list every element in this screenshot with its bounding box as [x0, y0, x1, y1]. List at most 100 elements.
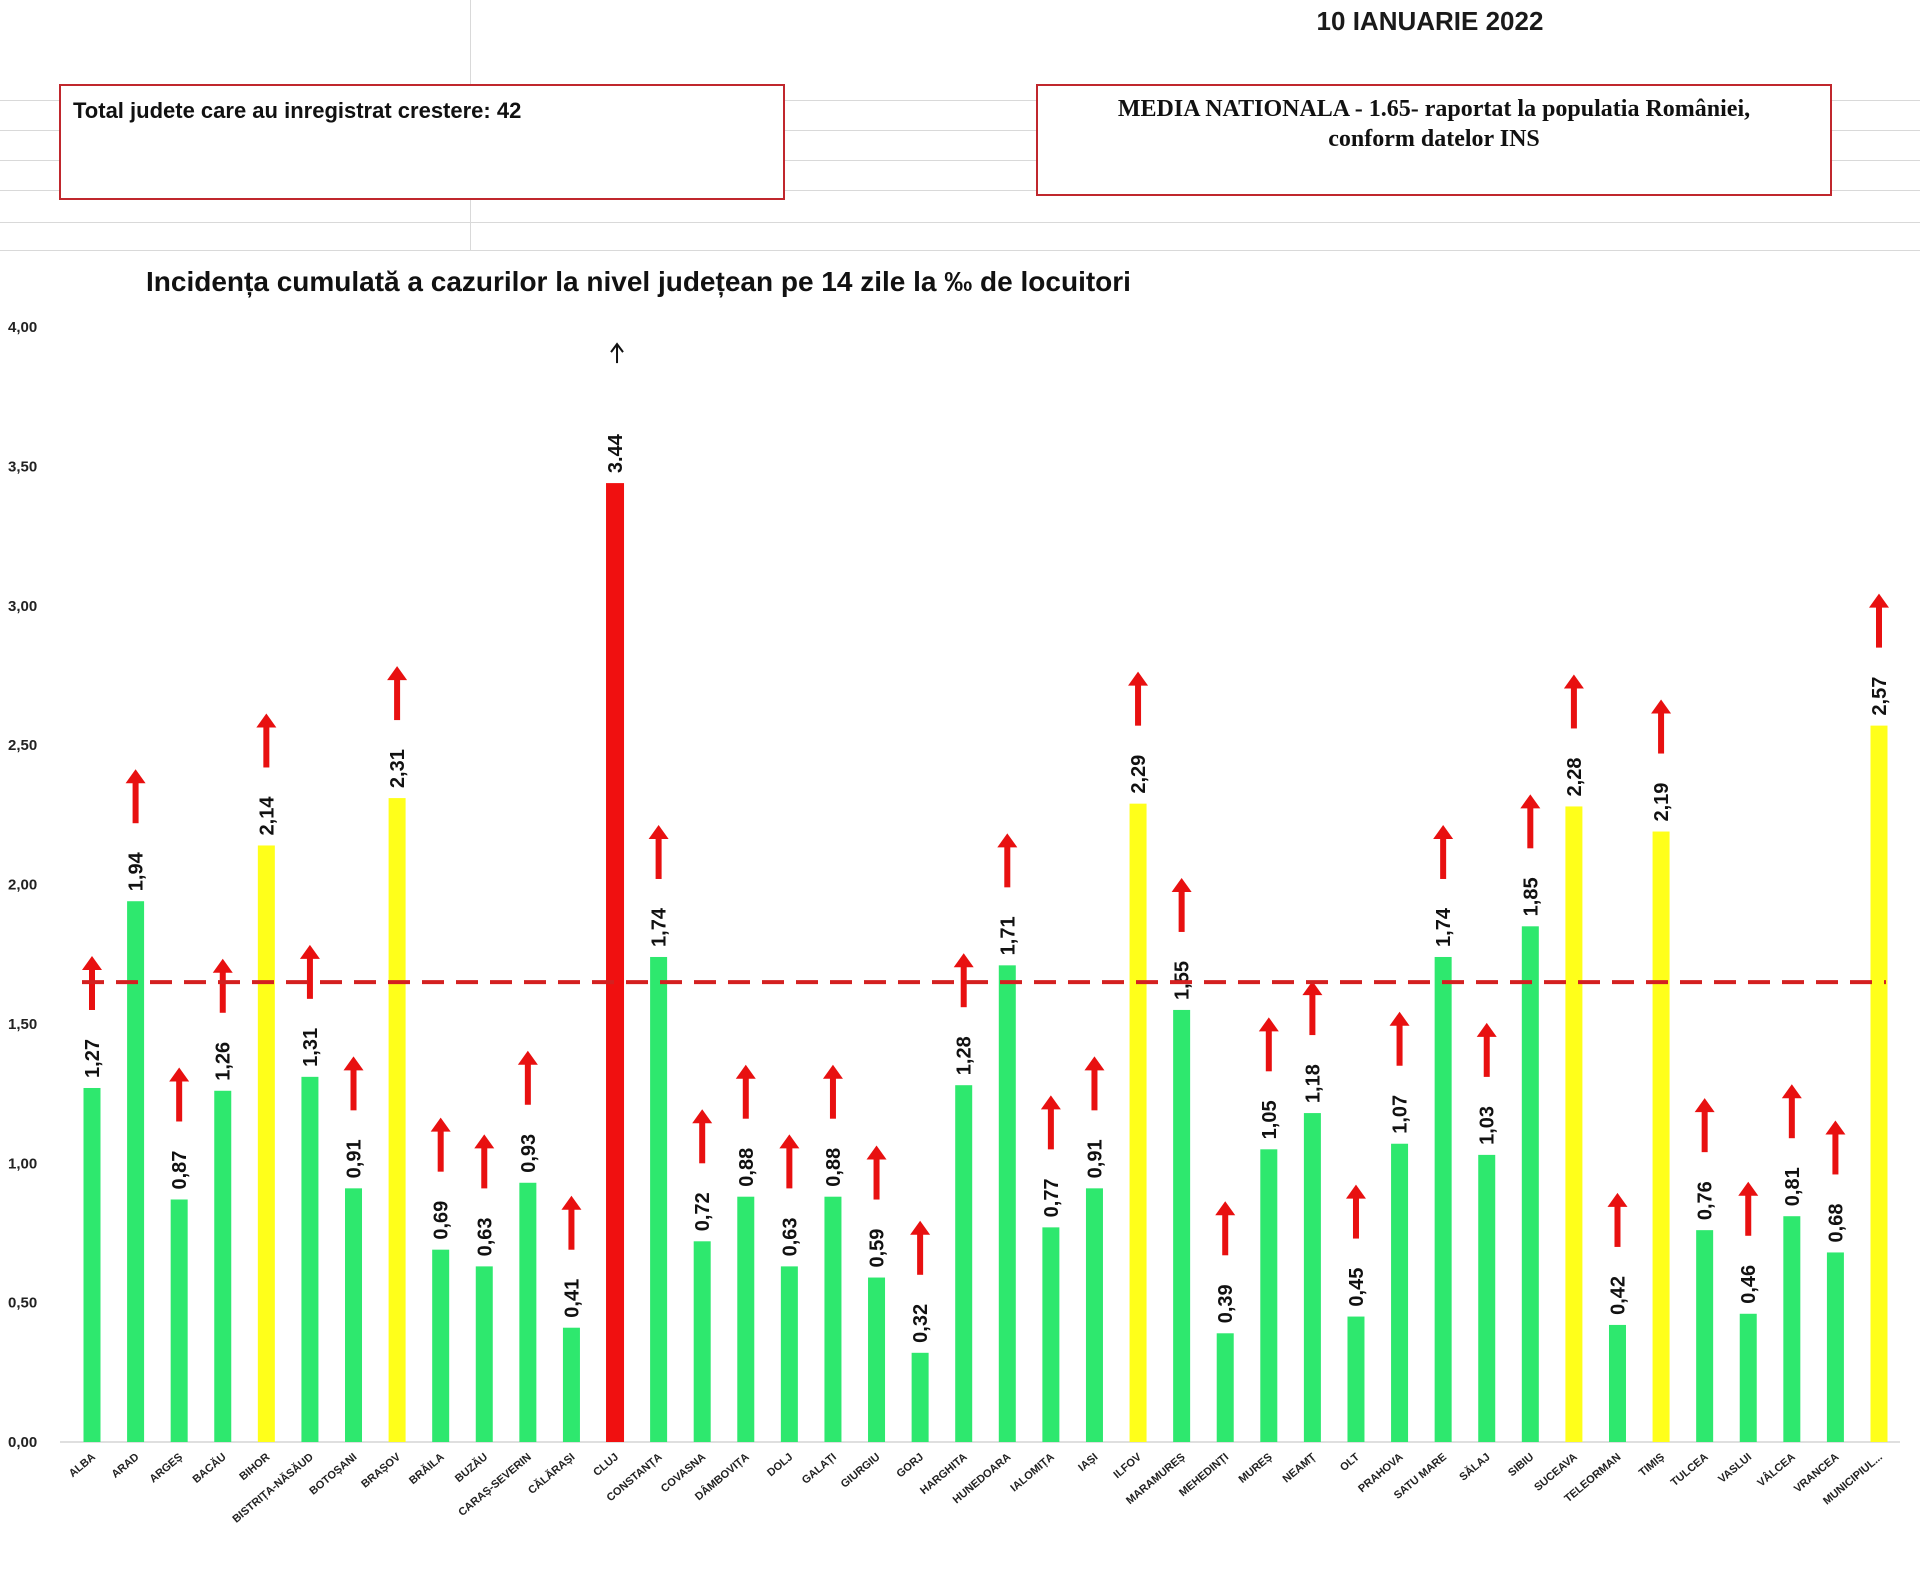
bar-gorj [911, 1352, 929, 1442]
increase-arrow [263, 725, 270, 768]
data-label: 0,68 [1825, 1204, 1847, 1243]
x-tick-label: BIHOR [237, 1451, 272, 1483]
increase-arrow [350, 1068, 357, 1111]
data-label: 0,69 [431, 1201, 453, 1240]
bar-timi- [1652, 831, 1670, 1442]
increase-arrow [1483, 1034, 1490, 1077]
national-average-line1: MEDIA NATIONALA - 1.65- raportat la popu… [1117, 96, 1751, 122]
x-tick-label: NEAMȚ [1281, 1451, 1319, 1486]
x-tick-label: VÂLCEA [1755, 1450, 1798, 1489]
increase-arrow [1701, 1110, 1708, 1153]
x-tick-label: ILFOV [1111, 1451, 1144, 1481]
bar-bistri-a-n-s-ud [301, 1076, 319, 1442]
background-gridline [0, 160, 1920, 161]
x-tick-label: BISTRIȚA-NĂSĂUD [230, 1450, 316, 1525]
data-label: 0,45 [1346, 1268, 1368, 1307]
increase-arrow [1658, 711, 1665, 754]
data-label: 1,03 [1477, 1106, 1499, 1145]
data-label: 0,81 [1782, 1167, 1804, 1206]
x-tick-label: IAȘI [1076, 1451, 1100, 1474]
increase-arrow [873, 1157, 880, 1200]
bar-covasna [693, 1241, 711, 1442]
increase-arrow-head [1128, 671, 1149, 686]
increase-arrow-head [517, 1050, 538, 1065]
increase-arrow-head [430, 1117, 451, 1132]
x-tick-label: BACĂU [190, 1450, 229, 1486]
y-tick-label: 4,00 [8, 319, 37, 336]
y-tick-label: 1,00 [8, 1155, 37, 1172]
national-average-box: MEDIA NATIONALA - 1.65- raportat la popu… [1036, 84, 1832, 196]
increase-arrow-head [1433, 824, 1454, 839]
data-label: 0,72 [692, 1192, 714, 1231]
increase-arrow-head [1607, 1192, 1628, 1207]
bar-br-ila [432, 1249, 450, 1442]
increase-arrow [524, 1062, 531, 1105]
increase-arrow [917, 1232, 924, 1275]
bar-bra-ov [388, 798, 406, 1442]
bar-neam- [1303, 1113, 1321, 1442]
increase-arrow [1832, 1132, 1839, 1175]
increase-arrow-head [299, 944, 320, 959]
increase-arrow [699, 1121, 706, 1164]
bar-s-laj [1478, 1154, 1496, 1442]
increase-arrow-head [1825, 1120, 1846, 1135]
bar-boto-ani [345, 1188, 363, 1442]
data-label: 2,28 [1564, 758, 1586, 797]
increase-arrow [1047, 1107, 1054, 1150]
increase-arrow [1135, 683, 1142, 726]
x-tick-label: CĂLĂRAȘI [525, 1450, 577, 1496]
data-label: 1,31 [300, 1028, 322, 1067]
increase-arrow-head [561, 1195, 582, 1210]
increase-arrow-head [1738, 1181, 1759, 1196]
increase-arrow [437, 1129, 444, 1172]
data-label: 1,05 [1259, 1100, 1281, 1139]
bar-vaslui [1739, 1313, 1757, 1442]
increase-arrow [1352, 1196, 1359, 1239]
x-tick-label: BRAȘOV [359, 1451, 403, 1491]
data-label: 0,91 [344, 1139, 366, 1178]
increase-arrow [1788, 1096, 1795, 1139]
bar-dolj [780, 1266, 798, 1442]
bar-ia-i [1085, 1188, 1103, 1442]
increase-arrow-head [1476, 1022, 1497, 1037]
data-label: 0,88 [736, 1148, 758, 1187]
x-tick-label: BOTOȘANI [307, 1451, 359, 1497]
bar-tulcea [1696, 1230, 1714, 1442]
increase-arrow-head [474, 1134, 495, 1149]
increase-arrow [1745, 1193, 1752, 1236]
x-tick-label: ALBA [67, 1451, 98, 1480]
x-tick-label: SĂLAJ [1457, 1450, 1493, 1483]
data-label: 1,07 [1390, 1095, 1412, 1134]
bar-v-lcea [1783, 1216, 1801, 1442]
data-label: 2,29 [1128, 755, 1150, 794]
increase-arrow [742, 1076, 749, 1119]
data-label: 1,28 [954, 1036, 976, 1075]
data-label: 0,63 [779, 1217, 801, 1256]
bar-hunedoara [998, 965, 1016, 1442]
data-label: 2,19 [1651, 783, 1673, 822]
increase-arrow [1004, 845, 1011, 888]
data-label: 2,57 [1869, 677, 1891, 716]
x-tick-label: OLT [1338, 1451, 1362, 1474]
data-label: 0,39 [1215, 1284, 1237, 1323]
data-label: 0,42 [1607, 1276, 1629, 1315]
x-tick-label: ARGEȘ [147, 1451, 185, 1485]
bar-d-mbovi-a [737, 1196, 755, 1442]
bar-bac-u [214, 1090, 232, 1442]
bar-vrancea [1826, 1252, 1844, 1442]
national-average-line2: conform datelor INS [1328, 126, 1540, 152]
data-label: 0,63 [474, 1217, 496, 1256]
data-label: 0,87 [169, 1151, 191, 1190]
increase-arrow-head [953, 953, 974, 968]
increase-arrow-head [866, 1145, 887, 1160]
y-tick-label: 2,50 [8, 737, 37, 754]
increase-arrow-head [1651, 699, 1672, 714]
increase-arrow [786, 1146, 793, 1189]
x-tick-label: VASLUI [1716, 1451, 1754, 1486]
x-tick-label: GORJ [894, 1451, 926, 1480]
bar-prahova [1391, 1143, 1409, 1442]
increase-arrow-head [735, 1064, 756, 1079]
bar-arge- [170, 1199, 188, 1442]
bar-gala-i [824, 1196, 842, 1442]
bar-suceava [1565, 806, 1583, 1442]
